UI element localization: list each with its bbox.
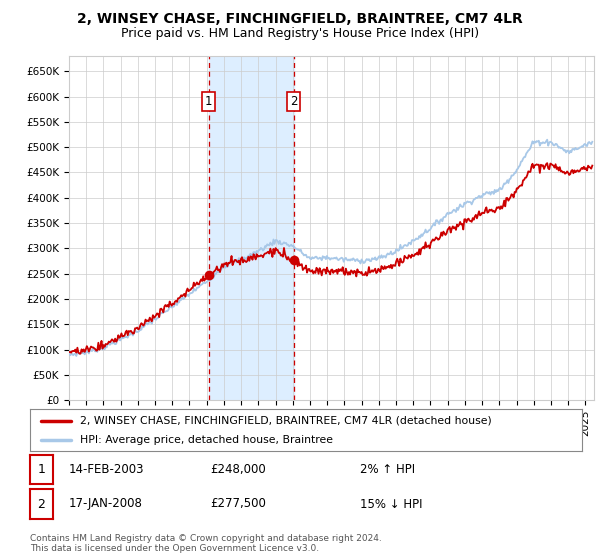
Text: £277,500: £277,500	[210, 497, 266, 511]
Text: 1: 1	[37, 463, 46, 476]
Text: Contains HM Land Registry data © Crown copyright and database right 2024.
This d: Contains HM Land Registry data © Crown c…	[30, 534, 382, 553]
Text: 2, WINSEY CHASE, FINCHINGFIELD, BRAINTREE, CM7 4LR (detached house): 2, WINSEY CHASE, FINCHINGFIELD, BRAINTRE…	[80, 416, 491, 426]
Bar	[209, 56, 293, 400]
Text: 2% ↑ HPI: 2% ↑ HPI	[360, 463, 415, 476]
Text: 1: 1	[205, 95, 212, 108]
Text: 2: 2	[37, 497, 46, 511]
Text: Price paid vs. HM Land Registry's House Price Index (HPI): Price paid vs. HM Land Registry's House …	[121, 27, 479, 40]
Text: 2, WINSEY CHASE, FINCHINGFIELD, BRAINTREE, CM7 4LR: 2, WINSEY CHASE, FINCHINGFIELD, BRAINTRE…	[77, 12, 523, 26]
Text: £248,000: £248,000	[210, 463, 266, 476]
Text: 2: 2	[290, 95, 298, 108]
Text: 17-JAN-2008: 17-JAN-2008	[69, 497, 143, 511]
Text: 14-FEB-2003: 14-FEB-2003	[69, 463, 145, 476]
Text: HPI: Average price, detached house, Braintree: HPI: Average price, detached house, Brai…	[80, 435, 332, 445]
Text: 15% ↓ HPI: 15% ↓ HPI	[360, 497, 422, 511]
